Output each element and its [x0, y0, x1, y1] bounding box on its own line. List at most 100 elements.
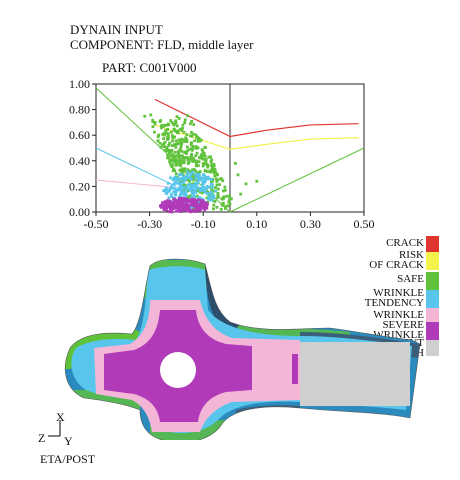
- scatter-point-wrinkle_tendency: [210, 185, 214, 189]
- triad-y-label: Y: [64, 434, 73, 448]
- scatter-point-wrinkle_tendency: [194, 187, 198, 191]
- scatter-point-severe_wrinkle: [183, 197, 187, 200]
- scatter-point-safe: [191, 132, 195, 136]
- scatter-point-safe: [204, 162, 208, 166]
- scatter-point-wrinkle_tendency: [197, 177, 201, 181]
- scatter-point-safe: [190, 159, 194, 162]
- scatter-point-safe: [179, 138, 182, 142]
- scatter-point-wrinkle_tendency: [203, 180, 207, 184]
- scatter-point-safe: [190, 152, 193, 156]
- scatter-point-safe: [193, 139, 197, 143]
- scatter-point-safe: [182, 158, 186, 162]
- scatter-point-safe: [176, 154, 180, 158]
- scatter-point-safe: [182, 161, 186, 164]
- scatter-point-safe: [195, 136, 199, 139]
- scatter-point-wrinkle_tendency: [194, 173, 198, 177]
- scatter-point-safe: [170, 130, 173, 134]
- legend-label: WRINKLE: [373, 329, 424, 341]
- scatter-point-safe: [153, 122, 157, 126]
- scatter-point-wrinkle_tendency: [207, 195, 211, 199]
- scatter-point-wrinkle_tendency: [171, 178, 175, 182]
- wrinkle-tendency-boundary: [95, 147, 177, 187]
- legend-swatch: [426, 272, 439, 290]
- scatter-point-safe: [214, 186, 217, 190]
- scatter-point-severe_wrinkle: [197, 208, 201, 212]
- scatter-point-safe: [170, 164, 174, 168]
- scatter-point-wrinkle_tendency: [175, 178, 179, 182]
- scatter-point-safe: [163, 140, 167, 144]
- scatter-point-safe: [215, 180, 219, 183]
- scatter-point-safe: [170, 134, 174, 138]
- scatter-point-severe_wrinkle: [177, 204, 181, 207]
- scatter-point-safe: [174, 163, 178, 167]
- scatter-point-severe_wrinkle: [191, 203, 194, 207]
- scatter-point-safe: [195, 176, 199, 179]
- scatter-point-safe: [170, 121, 174, 125]
- scatter-point-safe: [185, 133, 189, 136]
- scatter-point-wrinkle_tendency: [195, 172, 199, 176]
- scatter-point-safe: [225, 194, 228, 198]
- scatter-point-wrinkle_tendency: [210, 192, 213, 196]
- scatter-point-safe: [182, 130, 186, 134]
- part-surface: [65, 259, 420, 440]
- scatter-point-wrinkle_tendency: [205, 185, 209, 188]
- component-title: COMPONENT: FLD, middle layer: [70, 37, 254, 52]
- scatter-point-severe_wrinkle: [179, 199, 183, 203]
- scatter-point-wrinkle_tendency: [183, 191, 187, 195]
- scatter-point-severe_wrinkle: [205, 206, 209, 210]
- scatter-point-safe: [173, 143, 176, 147]
- app-title: DYNAIN INPUT: [70, 22, 163, 37]
- scatter-point-severe_wrinkle: [170, 210, 174, 214]
- scatter-point-safe: [157, 133, 161, 137]
- scatter-point-safe: [177, 138, 181, 142]
- scatter-point-safe: [174, 150, 177, 154]
- scatter-point-severe_wrinkle: [186, 198, 189, 202]
- scatter-point-severe_wrinkle: [177, 197, 181, 201]
- scatter-point-severe_wrinkle: [172, 207, 176, 211]
- scatter-point-safe: [203, 169, 207, 172]
- scatter-point-safe: [198, 139, 202, 143]
- scatter-point-safe: [178, 180, 182, 184]
- scatter-point-safe: [166, 135, 169, 139]
- scatter-point-safe: [164, 129, 167, 133]
- scatter-point-wrinkle_tendency: [172, 190, 175, 194]
- scatter-point-safe: [187, 148, 191, 152]
- scatter-point-safe: [164, 131, 168, 135]
- scatter-point-safe: [151, 118, 155, 122]
- scatter-point-safe: [149, 113, 153, 117]
- scatter-point-severe_wrinkle: [178, 206, 181, 210]
- scatter-point-wrinkle_tendency: [170, 186, 174, 190]
- scatter-point-safe: [159, 124, 163, 128]
- scatter-point-safe: [162, 145, 166, 149]
- scatter-point-safe: [223, 185, 227, 189]
- scatter-point-safe: [200, 148, 204, 152]
- scatter-point-safe: [194, 164, 198, 168]
- scatter-point-safe: [174, 119, 178, 123]
- scatter-point-severe_wrinkle: [195, 202, 199, 206]
- scatter-point-severe_wrinkle: [187, 204, 191, 208]
- scatter-point-safe: [227, 200, 231, 204]
- legend-label: WRINKLE: [373, 287, 424, 299]
- scatter-point-safe: [181, 154, 184, 158]
- scatter-point-safe: [212, 163, 216, 166]
- scatter-point-severe_wrinkle: [203, 208, 207, 212]
- scatter-point-severe_wrinkle: [176, 202, 180, 206]
- scatter-point-wrinkle_tendency: [205, 187, 208, 191]
- scatter-point-safe: [183, 167, 187, 171]
- scatter-point-wrinkle_tendency: [199, 197, 203, 201]
- scatter-point-severe_wrinkle: [163, 202, 167, 206]
- scatter-point-wrinkle_tendency: [199, 178, 203, 182]
- scatter-point-safe: [208, 170, 212, 174]
- scatter-point-safe: [172, 127, 176, 131]
- scatter-point-severe_wrinkle: [192, 208, 196, 212]
- scatter-point-safe: [197, 136, 201, 140]
- scatter-point-severe_wrinkle: [194, 205, 198, 209]
- crack-curve: [154, 98, 359, 138]
- scatter-point-safe: [161, 143, 165, 147]
- scatter-point-wrinkle_tendency: [196, 174, 200, 178]
- scatter-point-wrinkle_tendency: [192, 183, 196, 187]
- scatter-point-safe: [167, 123, 171, 127]
- scatter-point-safe: [163, 133, 166, 137]
- scatter-point-wrinkle_tendency: [189, 173, 193, 177]
- scatter-point-safe: [185, 138, 189, 141]
